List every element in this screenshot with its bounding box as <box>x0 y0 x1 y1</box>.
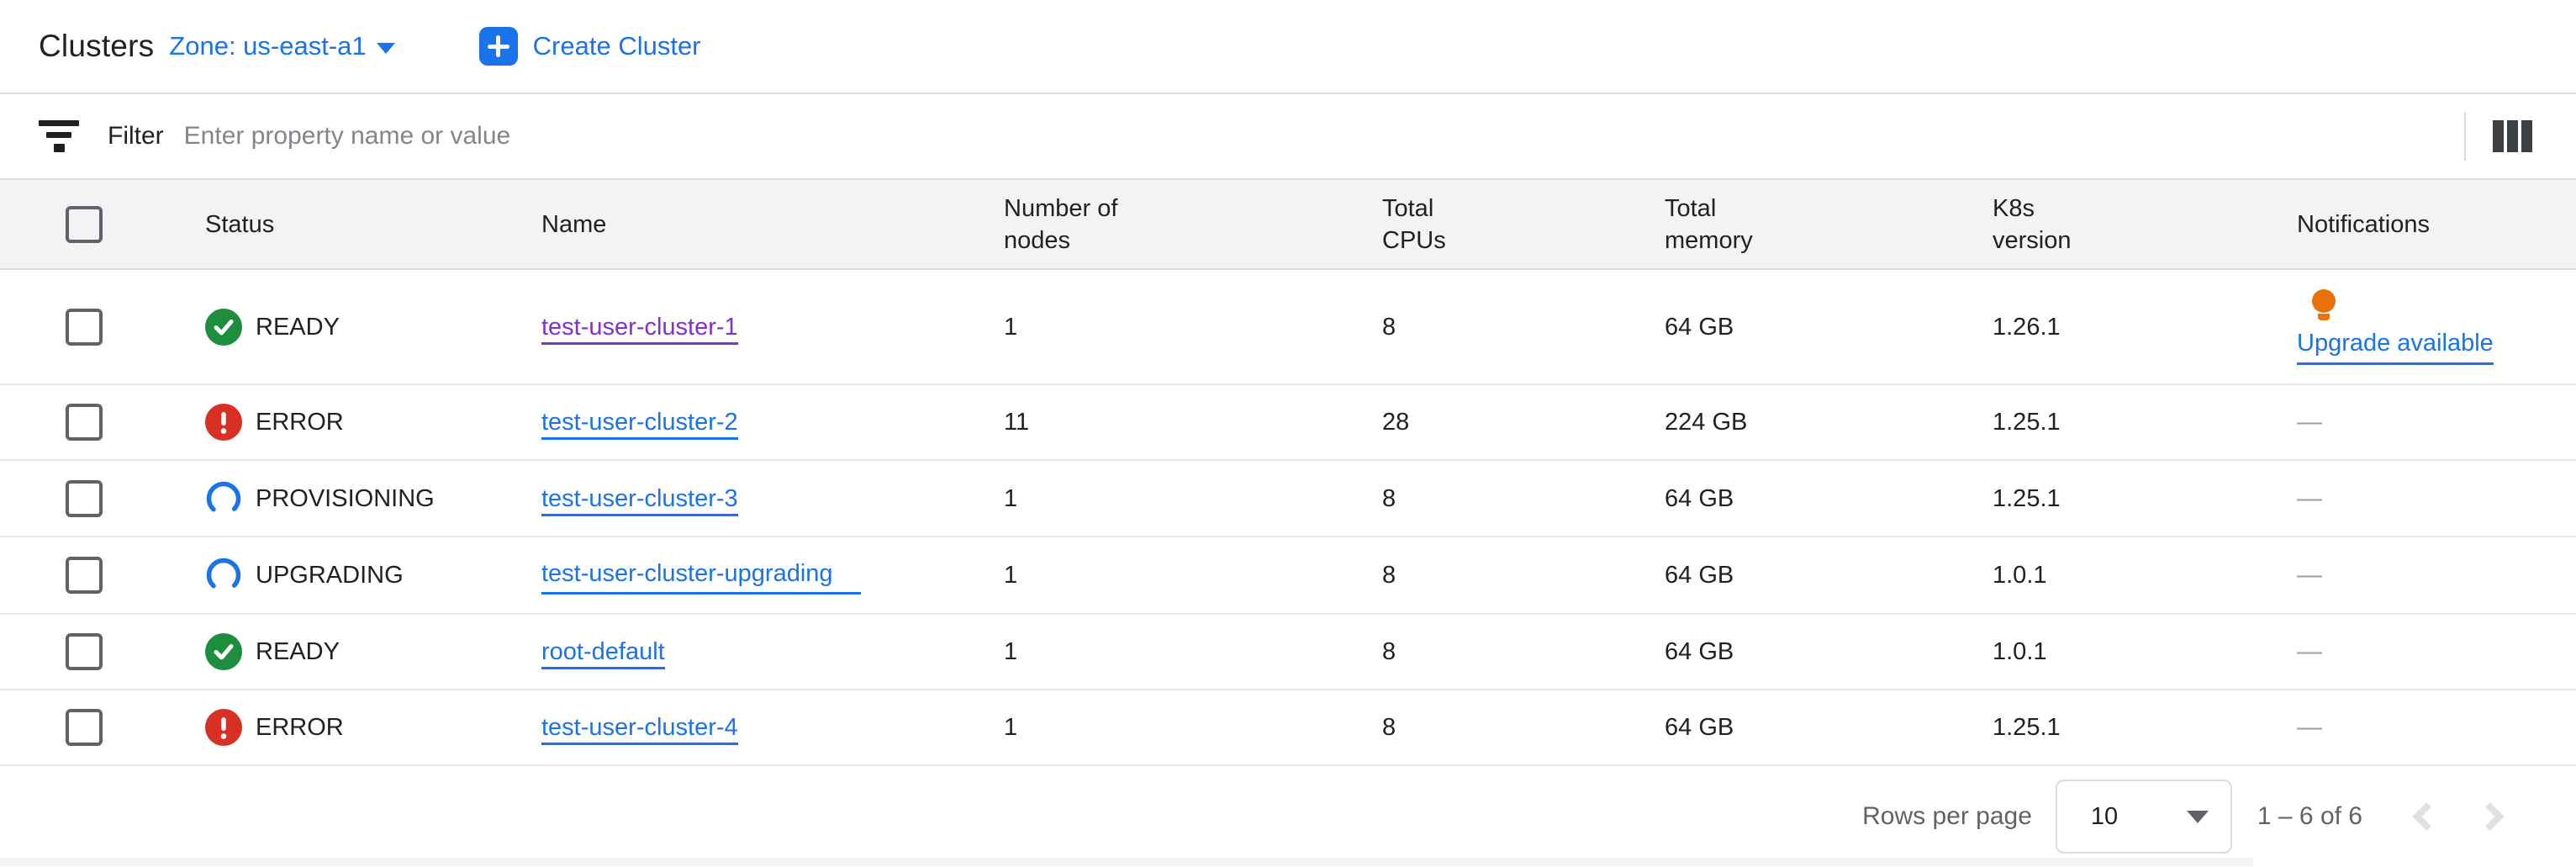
table-row: UPGRADING test-user-cluster-upgrading 1 … <box>0 536 2576 615</box>
table-row: READY root-default 1 8 64 GB 1.0.1 — <box>0 613 2576 691</box>
divider <box>2464 112 2466 161</box>
filter-bar: Filter <box>0 94 2576 180</box>
filter-label: Filter <box>108 122 164 150</box>
column-header-k8s-version: K8s version <box>1964 180 2268 270</box>
chevron-left-icon <box>2412 802 2431 832</box>
cpus-value: 8 <box>1354 269 1636 385</box>
k8s-version-value: 1.25.1 <box>1964 690 2268 767</box>
memory-value: 64 GB <box>1636 690 1964 767</box>
create-cluster-label: Create Cluster <box>532 31 701 61</box>
column-header-cpus: Total CPUs <box>1354 180 1636 270</box>
column-header-name: Name <box>513 180 975 270</box>
table-row: ERROR test-user-cluster-4 1 8 64 GB 1.25… <box>0 690 2576 767</box>
prev-page-button[interactable] <box>2403 795 2447 838</box>
row-checkbox[interactable] <box>66 633 103 671</box>
column-header-status: Status <box>177 180 513 270</box>
columns-icon <box>2493 120 2504 152</box>
table-header-row: Status Name Number of nodes Total CPUs T… <box>0 180 2576 270</box>
column-header-nodes: Number of nodes <box>975 180 1354 270</box>
k8s-version-value: 1.0.1 <box>1964 536 2268 615</box>
next-page-button[interactable] <box>2470 795 2514 838</box>
cluster-name-link[interactable]: test-user-cluster-4 <box>541 714 738 746</box>
status-ready-icon <box>205 308 242 346</box>
k8s-version-value: 1.26.1 <box>1964 269 2268 385</box>
status-label: ERROR <box>256 409 344 436</box>
status-label: ERROR <box>256 714 344 742</box>
table-row: ERROR test-user-cluster-2 11 28 224 GB 1… <box>0 384 2576 462</box>
filter-input[interactable] <box>182 121 2456 151</box>
cluster-name-link[interactable]: test-user-cluster-1 <box>541 313 738 345</box>
status-label: PROVISIONING <box>256 484 435 512</box>
row-checkbox[interactable] <box>66 479 103 517</box>
status-error-icon <box>205 404 242 441</box>
status-spinner-icon <box>206 481 241 515</box>
nodes-value: 1 <box>975 460 1354 537</box>
nodes-value: 1 <box>975 536 1354 615</box>
status-label: UPGRADING <box>256 561 404 589</box>
row-checkbox[interactable] <box>66 404 103 441</box>
table-row: PROVISIONING test-user-cluster-3 1 8 64 … <box>0 460 2576 537</box>
memory-value: 224 GB <box>1636 384 1964 462</box>
status-label: READY <box>256 313 340 341</box>
status-ready-icon <box>205 632 242 670</box>
column-display-options-button[interactable] <box>2488 115 2537 157</box>
notification-empty: — <box>2297 560 2322 589</box>
cpus-value: 8 <box>1354 690 1636 767</box>
zone-selector-label: Zone: us-east-a1 <box>169 31 367 61</box>
pagination-bar: Rows per page 10 1 – 6 of 6 <box>0 766 2576 867</box>
memory-value: 64 GB <box>1636 536 1964 615</box>
status-label: READY <box>256 637 340 665</box>
nodes-value: 11 <box>975 384 1354 462</box>
k8s-version-value: 1.25.1 <box>1964 384 2268 462</box>
k8s-version-value: 1.0.1 <box>1964 613 2268 691</box>
clusters-table: Status Name Number of nodes Total CPUs T… <box>0 180 2576 767</box>
horizontal-scrollbar[interactable] <box>0 858 2253 866</box>
cluster-name-link[interactable]: test-user-cluster-upgrading <box>541 557 861 595</box>
column-header-memory: Total memory <box>1636 180 1964 270</box>
notification-empty: — <box>2297 637 2322 665</box>
notification-empty: — <box>2297 408 2322 436</box>
page-header: Clusters Zone: us-east-a1 Create Cluster <box>0 0 2576 94</box>
cpus-value: 8 <box>1354 613 1636 691</box>
cpus-value: 28 <box>1354 384 1636 462</box>
status-error-icon <box>205 709 242 747</box>
nodes-value: 1 <box>975 690 1354 767</box>
cpus-value: 8 <box>1354 460 1636 537</box>
row-checkbox[interactable] <box>66 709 103 747</box>
chevron-down-icon <box>376 42 395 54</box>
page-range-label: 1 – 6 of 6 <box>2257 802 2362 831</box>
cluster-name-link[interactable]: test-user-cluster-3 <box>541 484 738 516</box>
rows-per-page-select[interactable]: 10 <box>2055 780 2232 854</box>
rows-per-page-label: Rows per page <box>1862 802 2032 831</box>
plus-icon <box>478 27 518 66</box>
notification-empty: — <box>2297 713 2322 742</box>
column-header-notifications: Notifications <box>2268 180 2576 270</box>
dropdown-caret-icon <box>2186 810 2209 823</box>
upgrade-available-link[interactable]: Upgrade available <box>2297 325 2494 365</box>
chevron-right-icon <box>2485 802 2505 832</box>
memory-value: 64 GB <box>1636 460 1964 537</box>
rows-per-page-value: 10 <box>2090 802 2119 830</box>
upgrade-bulb-icon <box>2312 289 2336 320</box>
k8s-version-value: 1.25.1 <box>1964 460 2268 537</box>
cpus-value: 8 <box>1354 536 1636 615</box>
table-row: READY test-user-cluster-1 1 8 64 GB 1.26… <box>0 269 2576 385</box>
nodes-value: 1 <box>975 613 1354 691</box>
select-all-checkbox[interactable] <box>66 205 103 243</box>
cluster-name-link[interactable]: root-default <box>541 637 665 669</box>
create-cluster-button[interactable]: Create Cluster <box>478 27 701 66</box>
page-title: Clusters <box>39 29 155 63</box>
memory-value: 64 GB <box>1636 613 1964 691</box>
notification-empty: — <box>2297 484 2322 512</box>
filter-icon <box>39 120 79 152</box>
status-spinner-icon <box>206 558 241 592</box>
cluster-name-link[interactable]: test-user-cluster-2 <box>541 409 738 441</box>
nodes-value: 1 <box>975 269 1354 385</box>
row-checkbox[interactable] <box>66 556 103 594</box>
row-checkbox[interactable] <box>66 308 103 346</box>
zone-selector[interactable]: Zone: us-east-a1 <box>169 31 395 61</box>
memory-value: 64 GB <box>1636 269 1964 385</box>
